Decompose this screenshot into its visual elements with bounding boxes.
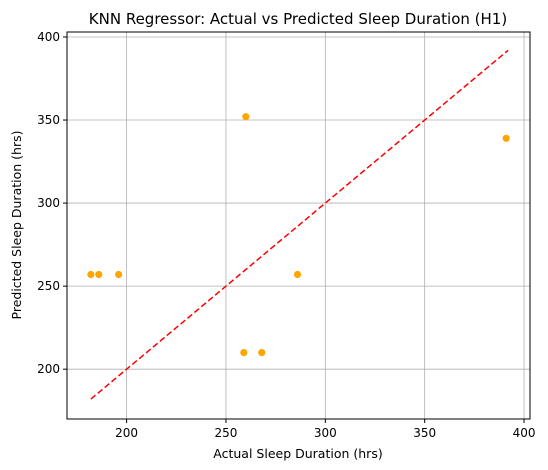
- chart-title: KNN Regressor: Actual vs Predicted Sleep…: [89, 10, 507, 28]
- data-points: [87, 113, 510, 357]
- data-point: [115, 270, 123, 279]
- data-point: [502, 134, 510, 142]
- y-axis-ticks: 200 250 300 350 400: [37, 30, 67, 376]
- data-point: [293, 270, 302, 279]
- grid: [67, 32, 530, 419]
- x-axis-label: Actual Sleep Duration (hrs): [213, 446, 382, 461]
- x-tick-label: 300: [314, 426, 337, 440]
- data-point: [242, 113, 250, 121]
- y-tick-label: 400: [37, 30, 60, 44]
- plot-frame: [66, 31, 531, 420]
- y-axis-label: Predicted Sleep Duration (hrs): [9, 131, 24, 320]
- data-point: [87, 270, 95, 279]
- y-tick-label: 250: [37, 279, 60, 293]
- y-tick-label: 300: [37, 196, 60, 210]
- y-tick-label: 350: [37, 113, 60, 127]
- x-axis-ticks: 200 250 300 350 400: [115, 419, 535, 440]
- x-tick-label: 200: [115, 426, 138, 440]
- data-point: [95, 270, 103, 279]
- x-tick-label: 250: [215, 426, 238, 440]
- data-point: [258, 348, 266, 357]
- reference-line: [90, 49, 509, 400]
- x-tick-label: 400: [513, 426, 536, 440]
- x-tick-label: 350: [413, 426, 436, 440]
- data-point: [240, 348, 248, 357]
- y-tick-label: 200: [37, 362, 60, 376]
- reference-line-layer: [90, 49, 509, 400]
